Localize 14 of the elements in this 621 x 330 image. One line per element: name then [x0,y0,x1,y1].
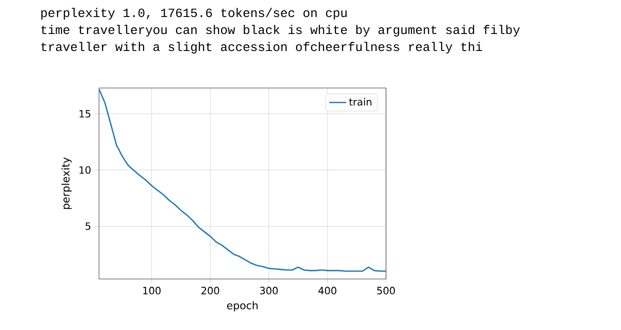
y-axis-title: perplexity [61,157,72,209]
y-tick-label: 10 [80,166,91,174]
text: perplexity 1.0, 17615.6 tokens/sec on cpu [41,8,347,20]
x-tick-label: 300 [260,286,278,294]
text: time travelleryou can show black is white by argument said filby [41,24,520,37]
x-tick-label: 500 [377,286,395,294]
text: traveller with a slight accession ofcheerfulness really thi [41,42,482,54]
legend-label: train [349,98,372,106]
y-tick-label: 15 [80,110,90,118]
x-tick-label: 200 [201,286,220,294]
x-tick-label: 100 [143,286,161,294]
x-axis-title: epoch [227,301,258,312]
y-tick-label: 5 [86,222,90,230]
x-tick-label: 400 [318,286,336,294]
